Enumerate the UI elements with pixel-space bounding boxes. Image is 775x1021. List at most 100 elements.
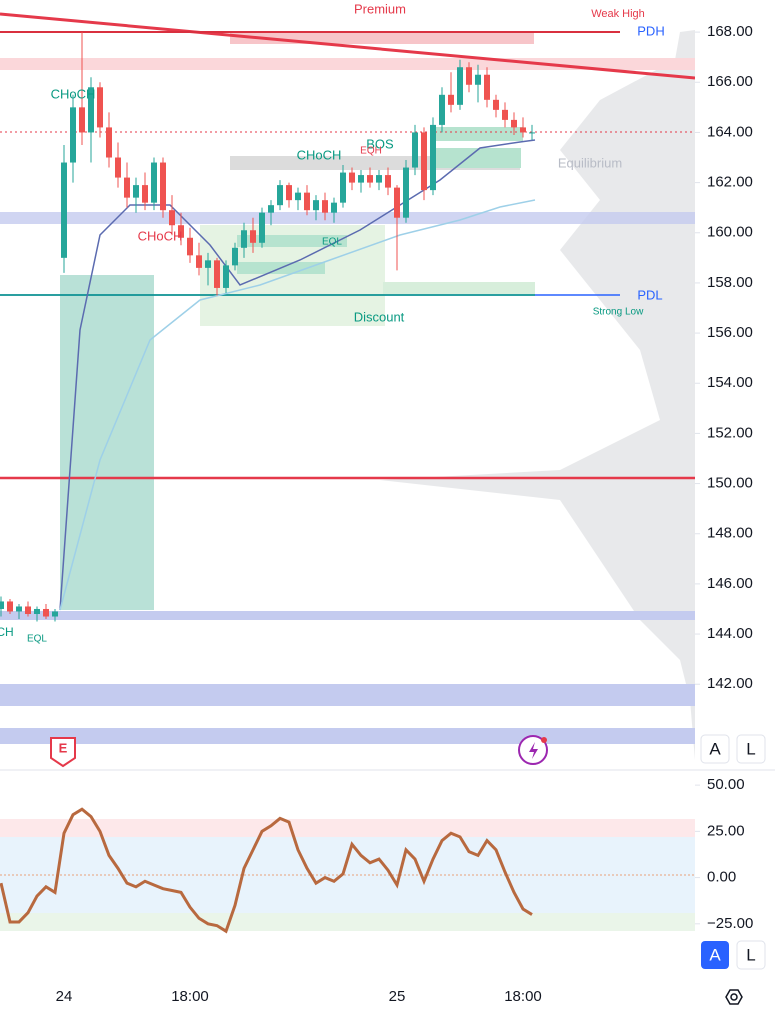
candle-body — [520, 127, 526, 133]
candle-body — [160, 162, 166, 211]
candle-body — [295, 192, 301, 201]
candle-body — [439, 94, 445, 125]
candle-body — [430, 124, 436, 191]
candle-body — [70, 107, 76, 163]
y-tick-label: 168.00 — [707, 23, 753, 40]
annotation: EQL — [27, 634, 47, 645]
candle-body — [79, 107, 85, 133]
candle-body — [313, 200, 319, 211]
candle-body — [34, 608, 40, 614]
annotation: EQH — [360, 146, 382, 157]
candle-body — [268, 205, 274, 213]
candle-body — [88, 87, 94, 133]
y-tick-label: 144.00 — [707, 625, 753, 642]
candle-body — [52, 611, 58, 617]
demand-zone — [0, 684, 695, 706]
oversold-zone — [0, 913, 695, 931]
annotation: CHoCH — [297, 147, 342, 162]
ema-line — [59, 139, 536, 611]
order-block — [433, 127, 523, 141]
candle-body — [349, 172, 355, 183]
x-tick-label: 18:00 — [171, 988, 209, 1005]
candle-body — [448, 94, 454, 105]
annotation: CHoCH — [138, 228, 183, 243]
y-tick-label: 146.00 — [707, 575, 753, 592]
auto-scale-label[interactable]: A — [709, 739, 721, 758]
y-tick-label: 164.00 — [707, 123, 753, 140]
y-tick-label: 156.00 — [707, 324, 753, 341]
settings-shape[interactable] — [725, 989, 743, 1005]
candle-body — [358, 175, 364, 183]
annotation: BOS — [366, 136, 394, 151]
candle-body — [385, 175, 391, 188]
candle-body — [7, 601, 13, 612]
candle-body — [0, 601, 4, 609]
log-scale-button[interactable] — [736, 734, 766, 764]
y-tick-label: 152.00 — [707, 424, 753, 441]
candle-body — [196, 255, 202, 268]
annotation: Equilibrium — [558, 155, 622, 170]
y-tick-label: 50.00 — [707, 776, 745, 793]
annotation: PDH — [637, 23, 664, 38]
x-tick-label: 24 — [56, 988, 73, 1005]
candle-body — [43, 608, 49, 617]
auto-scale-button[interactable] — [701, 941, 729, 969]
candle-body — [250, 230, 256, 243]
candle-body — [223, 265, 229, 288]
auto-scale-button[interactable] — [700, 734, 730, 764]
settings-icon[interactable] — [725, 989, 743, 1005]
candle-body — [475, 74, 481, 85]
auto-scale-label[interactable]: A — [709, 945, 721, 964]
y-tick-label: 160.00 — [707, 224, 753, 241]
settings-center[interactable] — [730, 993, 738, 1001]
candle-body — [232, 247, 238, 266]
candles — [0, 32, 535, 622]
candle-body — [457, 67, 463, 105]
log-scale-button[interactable] — [736, 940, 766, 970]
annotation: Weak High — [591, 8, 645, 20]
candle-body — [529, 132, 535, 134]
candle-body — [340, 172, 346, 203]
oscillator-line — [0, 807, 533, 934]
candle-body — [421, 132, 427, 191]
overbought-zone — [0, 819, 695, 837]
y-tick-label: 25.00 — [707, 822, 745, 839]
candle-body — [106, 127, 112, 158]
candle-body — [205, 260, 211, 268]
log-scale-label[interactable]: L — [746, 945, 755, 964]
candle-body — [403, 167, 409, 218]
log-scale-label[interactable]: L — [746, 739, 755, 758]
candle-body — [304, 192, 310, 211]
x-tick-label: 25 — [389, 988, 406, 1005]
annotation: Premium — [354, 1, 406, 16]
candle-body — [151, 162, 157, 203]
candle-body — [484, 74, 490, 100]
oscillator-pane — [0, 819, 695, 931]
candle-body — [277, 185, 283, 206]
annotation: CH — [0, 625, 14, 639]
volume-profile — [380, 30, 695, 760]
y-tick-label: 162.00 — [707, 174, 753, 191]
candle-body — [124, 177, 130, 198]
candle-body — [133, 185, 139, 198]
y-tick-label: 150.00 — [707, 475, 753, 492]
candle-body — [16, 606, 22, 612]
y-tick-label: 0.00 — [707, 869, 736, 886]
candle-body — [367, 175, 373, 183]
candle-body — [322, 200, 328, 213]
annotation: Strong Low — [593, 307, 644, 318]
annotation: CHoCH — [51, 86, 96, 101]
candle-body — [187, 237, 193, 256]
candle-body — [241, 230, 247, 248]
annotation: Discount — [354, 309, 405, 324]
candle-body — [394, 187, 400, 218]
candle-body — [97, 87, 103, 128]
earnings-label[interactable]: E — [59, 740, 68, 755]
y-tick-label: 154.00 — [707, 374, 753, 391]
earnings-marker[interactable] — [50, 737, 76, 768]
order-block — [433, 148, 521, 168]
candle-body — [25, 606, 31, 614]
main-pane — [0, 12, 695, 760]
demand-zone — [0, 212, 695, 224]
